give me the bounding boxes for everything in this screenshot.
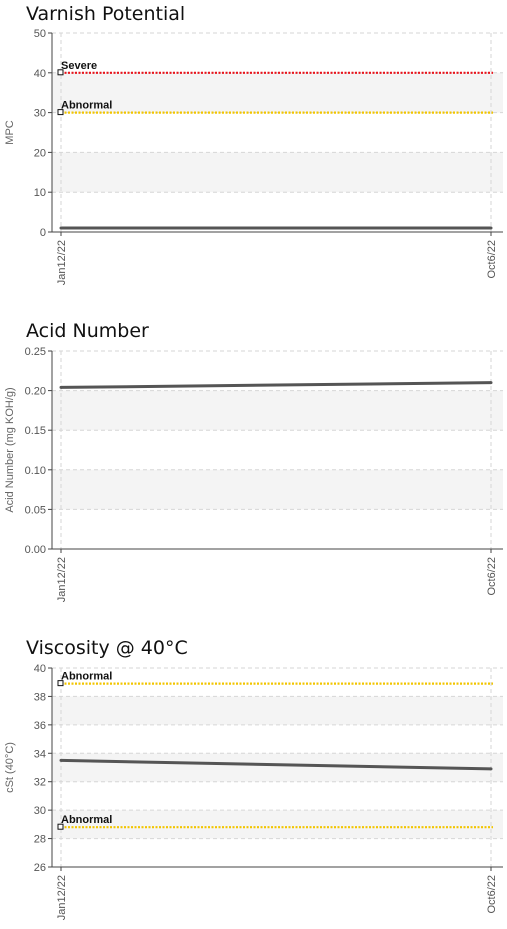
y-tick-label: 40: [34, 68, 46, 80]
y-tick-label: 10: [34, 187, 46, 199]
y-tick-label: 30: [34, 805, 46, 817]
y-tick-label: 32: [34, 777, 46, 789]
y-tick-label: 0.10: [25, 465, 46, 477]
viscosity-chart: Viscosity @ 40°C 26 28 30 32 34 36 38 40 Jan12/2…: [0, 634, 507, 929]
series-line: [60, 381, 492, 389]
chart-title: Viscosity @ 40°C: [26, 637, 188, 659]
chart-title: Varnish Potential: [26, 3, 186, 25]
data-point: [59, 758, 63, 762]
series-line: [60, 758, 492, 771]
y-tick-label: 30: [34, 108, 46, 120]
y-tick-label: 20: [34, 147, 46, 159]
y-axis-label: Acid Number (mg KOH/g): [4, 387, 16, 512]
acid-number-chart: Acid Number 0.00 0.05 0.10 0.15 0.20 0.25 Jan1…: [0, 317, 507, 627]
y-tick-label: 28: [34, 834, 46, 846]
data-point: [489, 767, 493, 771]
threshold-marker: [57, 680, 64, 687]
grid-band: [52, 390, 503, 431]
y-tick-label: 26: [34, 862, 46, 874]
threshold-label: Abnormal: [61, 671, 112, 683]
data-point: [59, 226, 63, 230]
threshold-marker: [57, 823, 64, 830]
y-tick-label: 0.05: [25, 504, 46, 516]
x-tick-label: Oct6/22: [486, 557, 498, 596]
varnish-plot: 0 10 20 30 40 50 Jan12/22 Oct6/22 MPC Severe Abnor…: [4, 28, 503, 285]
grid-band: [52, 152, 503, 193]
y-tick-label: 0.15: [25, 425, 46, 437]
x-tick-label: Jan12/22: [56, 240, 68, 285]
grid-band: [52, 469, 503, 510]
grid-band: [52, 810, 503, 839]
data-point: [489, 226, 493, 230]
x-tick-label: Jan12/22: [56, 875, 68, 920]
threshold-label: Abnormal: [61, 814, 112, 826]
y-tick-label: 36: [34, 720, 46, 732]
grid-band: [52, 696, 503, 725]
x-tick-label: Oct6/22: [486, 875, 498, 914]
chart-title: Acid Number: [26, 320, 149, 342]
y-axis-label: MPC: [4, 120, 16, 145]
x-tick-label: Jan12/22: [56, 557, 68, 602]
threshold-label: Severe: [61, 60, 97, 72]
y-tick-label: 38: [34, 691, 46, 703]
acid-number-plot: 0.00 0.05 0.10 0.15 0.20 0.25 Jan12/22 Oct6/22 A…: [4, 346, 503, 602]
data-point: [489, 381, 493, 385]
y-axis-label: cSt (40°C): [4, 742, 16, 793]
varnish-potential-chart: Varnish Potential 0 10 20 30 40 50 Jan12/22 Oct…: [0, 0, 507, 310]
y-tick-label: 50: [34, 28, 46, 40]
threshold-marker: [57, 69, 64, 76]
y-tick-label: 40: [34, 663, 46, 675]
grid-band: [52, 72, 503, 113]
x-tick-label: Oct6/22: [486, 240, 498, 279]
y-tick-label: 0.20: [25, 386, 46, 398]
y-tick-label: 0: [40, 227, 46, 239]
viscosity-plot: 26 28 30 32 34 36 38 40 Jan12/22 Oct6/22 cSt (40°C…: [4, 663, 503, 920]
y-tick-label: 34: [34, 748, 46, 760]
threshold-label: Abnormal: [61, 100, 112, 112]
y-tick-label: 0.00: [25, 544, 46, 556]
y-tick-label: 0.25: [25, 346, 46, 358]
threshold-marker: [57, 109, 64, 116]
data-point: [59, 385, 63, 389]
